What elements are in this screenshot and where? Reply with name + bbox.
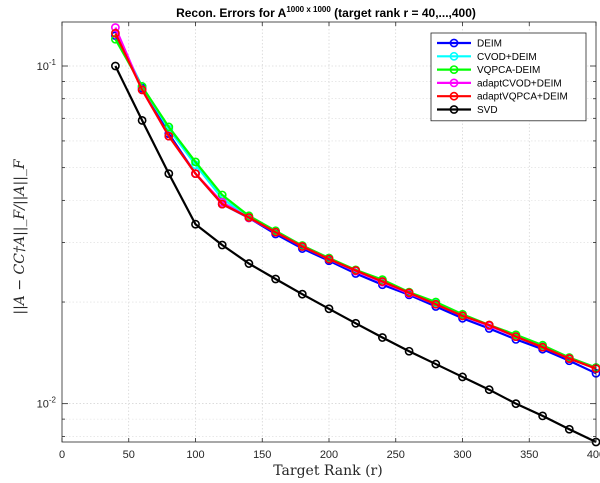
- x-tick-label: 250: [387, 449, 405, 461]
- data-point: [297, 242, 307, 251]
- y-tick-label: 10-2: [37, 396, 57, 411]
- data-point: [111, 61, 120, 71]
- data-point: [404, 288, 414, 298]
- chart-title-suffix: (target rank r = 40,...,400): [331, 6, 476, 20]
- data-point: [111, 23, 120, 32]
- series-line: [114, 65, 597, 443]
- data-point: [191, 157, 200, 167]
- legend-label: adaptCVOD+DEIM: [477, 78, 562, 89]
- series-adaptvqpca-deim: [111, 28, 600, 374]
- x-tick-label: 350: [520, 449, 538, 461]
- legend-label: SVD: [477, 105, 498, 116]
- data-point: [431, 299, 441, 309]
- data-point: [217, 199, 227, 209]
- legend-label: VQPCA-DEIM: [477, 65, 540, 76]
- x-axis-title: Target Rank (r): [273, 463, 382, 479]
- data-point: [458, 372, 467, 382]
- legend-swatch-marker: [449, 91, 459, 101]
- data-point: [564, 354, 574, 363]
- data-point: [164, 131, 174, 141]
- data-point: [484, 385, 494, 395]
- data-point: [217, 240, 227, 250]
- x-tick-label: 400: [587, 449, 600, 461]
- series-line: [114, 32, 597, 370]
- legend: DEIM CVOD+DEIM VQPCA-DEIM adaptCVOD+DEIM ada…: [430, 32, 587, 122]
- legend-box: [430, 32, 587, 122]
- data-point: [137, 116, 147, 125]
- y-tick-label: 10-1: [37, 58, 57, 73]
- data-point: [538, 342, 547, 352]
- chart-title-prefix: Recon. Errors for A: [176, 6, 287, 20]
- ticks: 05010015020025030035040010-210-1: [37, 22, 600, 461]
- data-point: [351, 318, 361, 328]
- data-point: [191, 169, 200, 179]
- data-point: [244, 259, 254, 268]
- y-tick-label-base: 10: [37, 399, 49, 411]
- data-point: [271, 227, 280, 237]
- data-point: [164, 122, 174, 132]
- chart-title-superscript: 1000 x 1000: [286, 5, 331, 14]
- legend-label: adaptVQPCA+DEIM: [477, 92, 568, 103]
- data-point: [297, 289, 307, 299]
- data-point: [324, 304, 334, 314]
- data-point: [111, 28, 120, 38]
- legend-items: DEIM CVOD+DEIM VQPCA-DEIM adaptCVOD+DEIM ada…: [437, 39, 568, 116]
- data-point: [484, 320, 494, 330]
- x-tick-label: 0: [59, 449, 65, 461]
- legend-item: VQPCA-DEIM: [437, 65, 540, 76]
- series-layer: [111, 23, 600, 447]
- legend-swatch-marker: [449, 65, 459, 74]
- y-tick-label-exponent: -1: [49, 58, 57, 67]
- data-point: [351, 266, 361, 275]
- data-point: [137, 85, 147, 95]
- y-tick-label-exponent: -2: [49, 396, 57, 405]
- data-point: [538, 411, 547, 421]
- data-point: [511, 399, 521, 409]
- legend-item: DEIM: [437, 39, 502, 50]
- legend-item: SVD: [437, 105, 498, 116]
- data-point: [191, 219, 200, 229]
- data-point: [431, 359, 441, 369]
- y-tick-label-base: 10: [37, 61, 49, 73]
- x-tick-label: 300: [453, 449, 471, 461]
- legend-swatch-marker: [449, 78, 459, 88]
- chart-title: Recon. Errors for A1000 x 1000 (target r…: [176, 5, 476, 20]
- data-point: [458, 311, 467, 321]
- data-point: [244, 213, 254, 222]
- data-point: [404, 346, 414, 356]
- x-tick-label: 100: [186, 449, 204, 461]
- legend-swatch-marker: [449, 51, 459, 61]
- data-point: [324, 254, 334, 264]
- data-point: [377, 277, 387, 286]
- legend-item: CVOD+DEIM: [437, 52, 537, 63]
- x-tick-label: 50: [123, 449, 135, 461]
- legend-item: adaptVQPCA+DEIM: [437, 92, 568, 103]
- data-point: [271, 274, 280, 284]
- data-point: [564, 424, 574, 434]
- data-point: [164, 169, 174, 179]
- series-svd: [111, 61, 600, 447]
- legend-swatch-marker: [449, 38, 459, 48]
- y-axis-title: ||A − CC†A||_F/||A||_F: [12, 158, 28, 315]
- legend-label: DEIM: [477, 39, 502, 50]
- data-point: [511, 332, 521, 341]
- legend-label: CVOD+DEIM: [477, 52, 537, 63]
- x-tick-label: 200: [320, 449, 338, 461]
- x-tick-label: 150: [253, 449, 271, 461]
- legend-swatch-marker: [449, 105, 459, 114]
- legend-item: adaptCVOD+DEIM: [437, 78, 562, 89]
- data-point: [377, 333, 387, 342]
